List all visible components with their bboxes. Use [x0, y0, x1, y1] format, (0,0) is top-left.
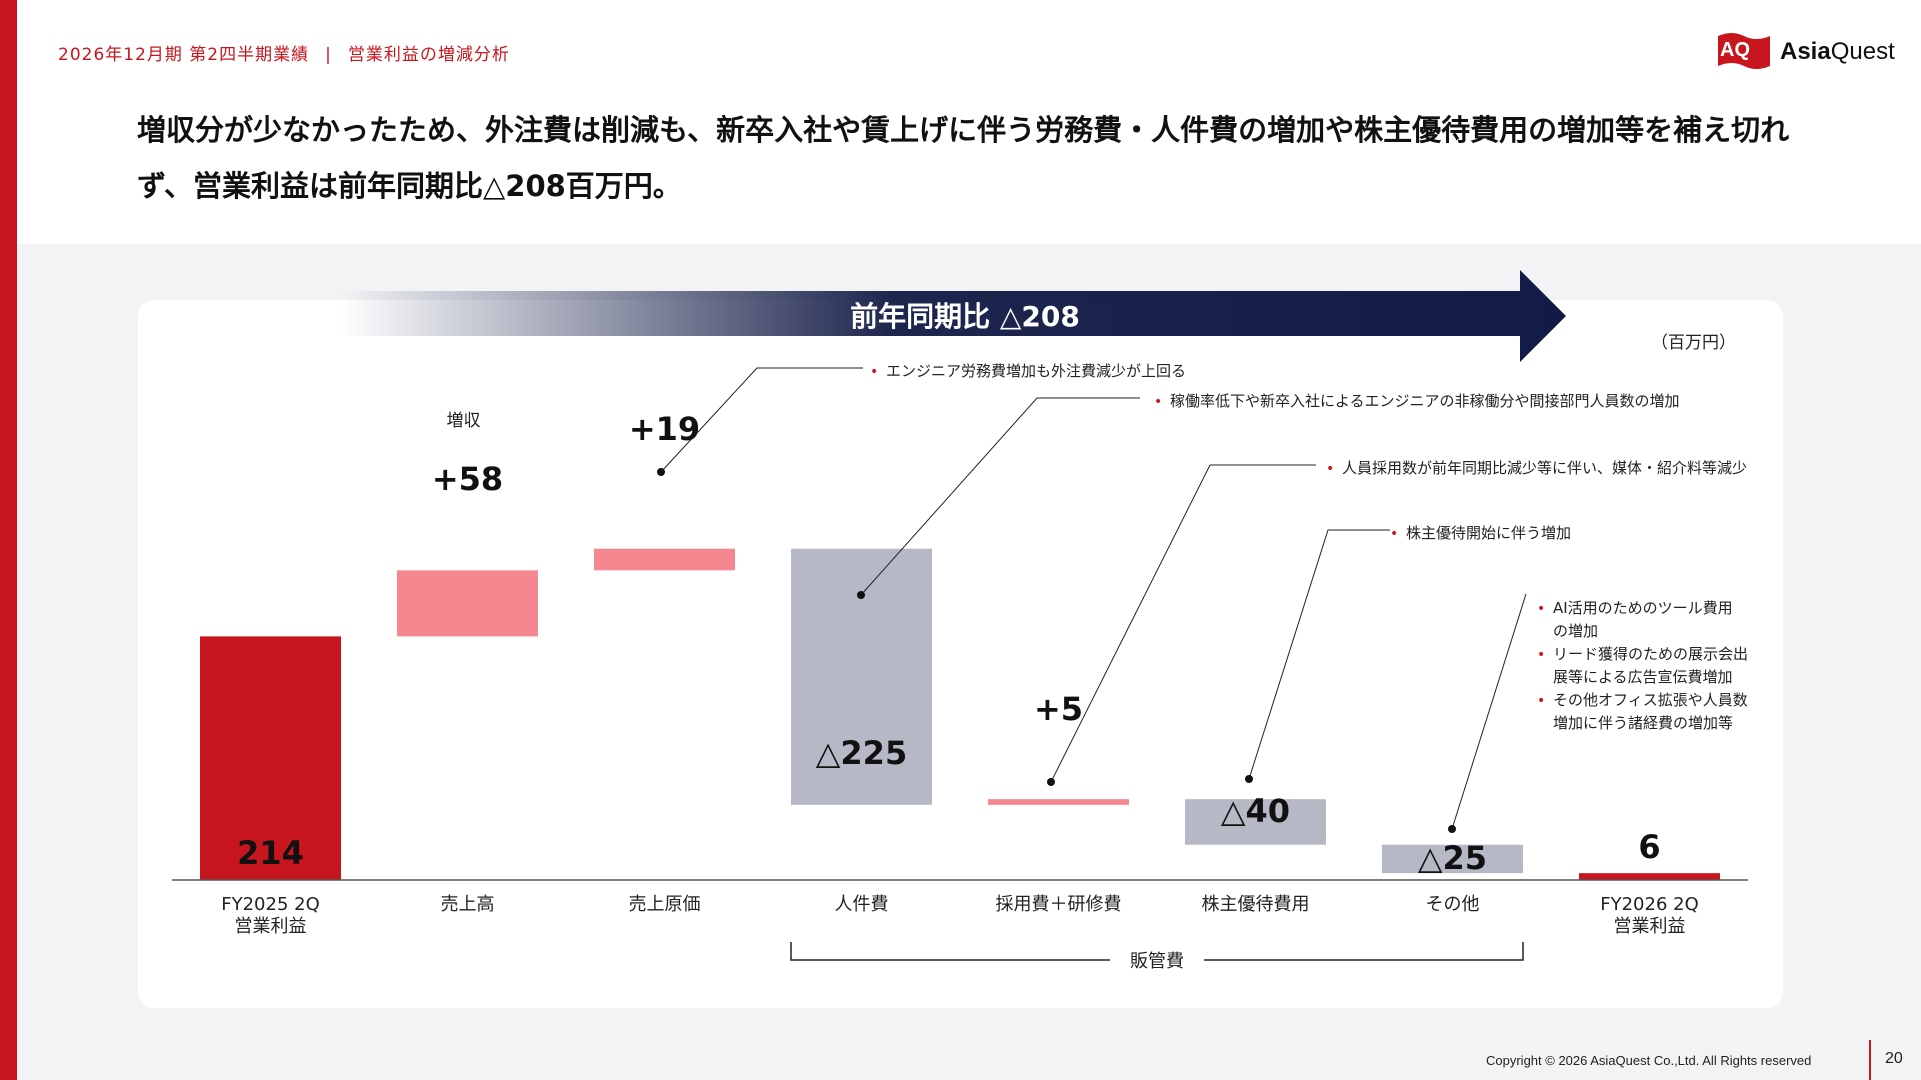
change-arrow-label: 前年同期比 △208: [850, 300, 1080, 333]
leader-line-4: [1050, 464, 1316, 783]
logo-flag-icon: [1718, 33, 1770, 69]
bracket-right: [1204, 942, 1524, 961]
company-logo: AQ AsiaQuest: [1718, 26, 1898, 76]
category-label-4: 採用費＋研修費: [996, 894, 1122, 915]
category-label-2: 売上原価: [629, 894, 701, 915]
bullet-3: •: [1154, 394, 1162, 410]
leader-line-2: [660, 367, 863, 473]
bar-2: [594, 548, 735, 571]
value-label-6: △25: [1418, 839, 1487, 877]
category-label-3: 人件費: [835, 894, 889, 915]
bracket-label: 販管費: [1130, 951, 1184, 972]
category-sublabel-0: 営業利益: [235, 916, 307, 937]
bullet-2: •: [870, 364, 878, 380]
leader-line-3: [860, 397, 1140, 596]
headline: 増収分が少なかったため、外注費は削減も、新卒入社や賃上げに伴う労務費・人件費の増…: [137, 113, 1790, 203]
section-label: 営業利益の増減分析: [347, 45, 510, 65]
annotation-5: 株主優待開始に伴う増加: [1406, 524, 1571, 542]
annotation-other-1-1: 展等による広告宣伝費増加: [1553, 668, 1733, 686]
leader-dot-6: [1448, 825, 1456, 833]
annotation-other-0-0: AI活用のためのツール費用: [1553, 599, 1733, 617]
category-sublabel-7: 営業利益: [1614, 916, 1686, 937]
bullet-other-1: •: [1537, 647, 1545, 663]
note-label-1: 増収: [447, 411, 481, 431]
leader-dot-4: [1047, 778, 1055, 786]
logo-wordmark: AsiaQuest: [1780, 38, 1895, 65]
category-label-7: FY2026 2Q: [1600, 894, 1699, 915]
bar-5: [1185, 799, 1326, 845]
annotation-other-2-0: その他オフィス拡張や人員数: [1553, 691, 1748, 709]
value-label-7: 6: [1638, 828, 1660, 866]
bar-0: [200, 636, 341, 880]
annotation-3: 稼働率低下や新卒入社によるエンジニアの非稼働分や間接部門人員数の増加: [1170, 392, 1680, 410]
section-header: 2026年12月期 第2四半期業績 | 営業利益の増減分析: [58, 40, 510, 65]
bullet-other-2: •: [1537, 693, 1545, 709]
category-label-0: FY2025 2Q: [221, 894, 320, 915]
bullet-other-0: •: [1537, 601, 1545, 617]
leader-dot-3: [857, 591, 865, 599]
annotation-other-0-1: の増加: [1553, 622, 1598, 640]
bar-1: [397, 570, 538, 637]
unit-label: （百万円）: [1651, 333, 1736, 353]
value-label-4: +5: [1034, 690, 1083, 728]
leader-line-6: [1451, 593, 1527, 830]
value-label-0: 214: [237, 834, 304, 872]
bullet-4: •: [1326, 461, 1334, 477]
category-label-1: 売上高: [441, 894, 495, 915]
header-separator: |: [325, 45, 332, 65]
value-label-5: △40: [1221, 792, 1290, 830]
annotation-other-2-1: 増加に伴う諸経費の増加等: [1553, 714, 1733, 732]
bracket-left: [790, 942, 1110, 961]
bar-4: [988, 799, 1129, 805]
page-number: 20: [1885, 1050, 1903, 1067]
chart-card: [138, 300, 1783, 1008]
annotation-4: 人員採用数が前年同期比減少等に伴い、媒体・紹介料等減少: [1342, 459, 1747, 477]
footer-divider: [1869, 1040, 1871, 1080]
leader-dot-2: [657, 468, 665, 476]
left-accent-bar: [0, 0, 17, 1080]
change-arrow: [340, 270, 1566, 362]
leader-dot-5: [1245, 775, 1253, 783]
bar-6: [1382, 844, 1523, 874]
value-label-3: △225: [816, 734, 907, 772]
logo-mark-text: AQ: [1720, 39, 1750, 61]
annotation-other-1-0: リード獲得のための展示会出: [1553, 645, 1748, 663]
category-label-5: 株主優待費用: [1202, 894, 1310, 915]
period-label: 2026年12月期 第2四半期業績: [58, 45, 310, 65]
category-label-6: その他: [1426, 894, 1480, 915]
annotation-2: エンジニア労務費増加も外注費減少が上回る: [886, 362, 1186, 380]
value-label-2: +19: [629, 410, 700, 448]
value-label-1: +58: [432, 460, 503, 498]
bullet-5: •: [1390, 526, 1398, 542]
leader-line-5: [1248, 529, 1390, 780]
bar-7: [1579, 873, 1720, 880]
footer-copyright: Copyright © 2026 AsiaQuest Co.,Ltd. All …: [1486, 1053, 1812, 1068]
